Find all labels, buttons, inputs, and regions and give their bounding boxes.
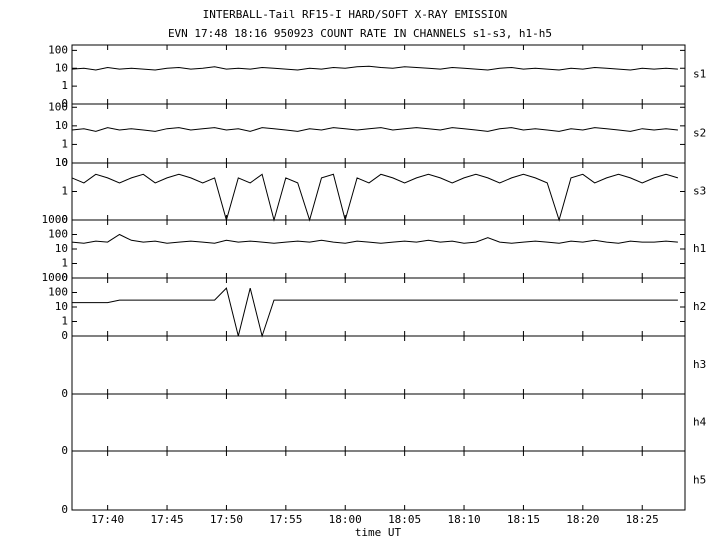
- y-tick-label: 1: [61, 79, 68, 92]
- data-line: [71, 173, 679, 222]
- y-tick-label: 100: [48, 286, 68, 299]
- panel-frame: [71, 277, 686, 337]
- chart-subtitle: EVN 17:48 18:16 950923 COUNT RATE IN CHA…: [168, 27, 552, 40]
- x-tick-label: 18:00: [329, 513, 362, 526]
- panel-label: s3: [693, 185, 706, 198]
- panel-frame: [71, 450, 686, 511]
- y-tick-label: 10: [55, 119, 68, 132]
- x-tick-label: 17:45: [150, 513, 183, 526]
- panel-label: h4: [693, 416, 707, 429]
- y-tick-label: 1: [61, 257, 68, 270]
- y-tick-label: 0: [61, 97, 68, 110]
- x-tick-label: 18:15: [507, 513, 540, 526]
- panel-label: h1: [693, 242, 706, 255]
- y-tick-label: 100: [48, 228, 68, 241]
- panel-frame: [71, 335, 686, 395]
- panel-frame: [71, 393, 686, 452]
- x-tick-label: 17:50: [210, 513, 243, 526]
- panel-label: s2: [693, 127, 706, 140]
- x-tick-label: 18:10: [447, 513, 480, 526]
- panel-frame: [71, 44, 686, 105]
- y-tick-label: 0: [61, 329, 68, 342]
- panel-frame: [71, 219, 686, 279]
- panel-label: h2: [693, 300, 706, 313]
- data-line: [71, 127, 678, 132]
- y-tick-label: 1000: [42, 213, 69, 226]
- y-tick-label: 1: [61, 137, 68, 150]
- y-tick-label: 1000: [42, 271, 69, 284]
- panel-label: h5: [693, 474, 706, 487]
- x-tick-label: 18:05: [388, 513, 421, 526]
- y-tick-label: 10: [55, 156, 68, 169]
- y-tick-label: 0: [61, 271, 68, 284]
- x-axis-label: time UT: [355, 526, 402, 539]
- chart-title: INTERBALL-Tail RF15-I HARD/SOFT X-RAY EM…: [203, 8, 508, 21]
- panel-label: h3: [693, 358, 706, 371]
- y-tick-label: 10: [55, 61, 68, 74]
- x-tick-label: 17:40: [91, 513, 124, 526]
- y-tick-label: 1: [61, 315, 68, 328]
- data-line: [71, 65, 678, 71]
- y-tick-label: 10: [55, 242, 68, 255]
- panel-frame: [71, 162, 686, 221]
- panel-frame: [71, 103, 686, 164]
- y-tick-label: 1: [61, 185, 68, 198]
- y-tick-label: 0: [61, 156, 68, 169]
- x-tick-label: 18:25: [626, 513, 659, 526]
- y-tick-label: 0: [61, 503, 68, 516]
- y-tick-label: 0: [61, 213, 68, 226]
- y-tick-label: 100: [48, 43, 68, 56]
- x-tick-label: 17:55: [269, 513, 302, 526]
- y-tick-label: 0: [61, 387, 68, 400]
- y-tick-label: 100: [48, 100, 68, 113]
- y-tick-label: 0: [61, 444, 68, 457]
- panel-label: s1: [693, 68, 706, 81]
- data-line: [71, 233, 678, 244]
- x-tick-label: 18:20: [566, 513, 599, 526]
- data-line: [72, 287, 678, 338]
- y-tick-label: 10: [55, 300, 68, 313]
